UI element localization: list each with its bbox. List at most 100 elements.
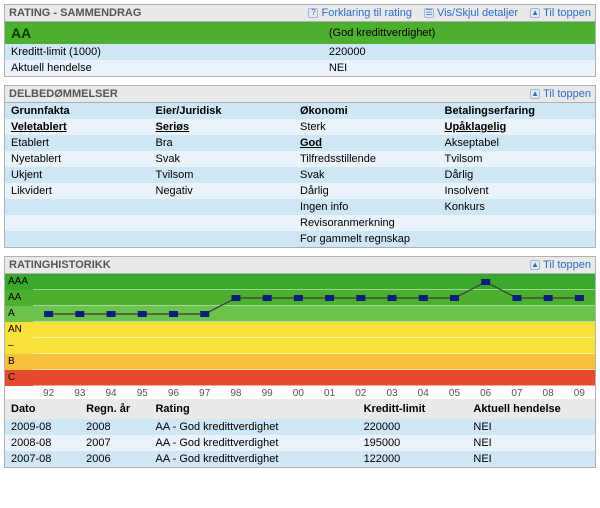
history-row: 2008-082007AA - God kredittverdighet1950… bbox=[5, 435, 595, 451]
x-tick: 93 bbox=[64, 386, 95, 399]
question-icon: ? bbox=[308, 8, 318, 18]
toggle-details-label: Vis/Skjul detaljer bbox=[437, 7, 518, 19]
x-tick: 05 bbox=[439, 386, 470, 399]
chart-marker bbox=[481, 279, 490, 285]
delbed-cell: Svak bbox=[300, 169, 445, 181]
chart-marker bbox=[75, 311, 84, 317]
ylabel-AAA: AAA bbox=[5, 274, 33, 290]
x-tick: 00 bbox=[283, 386, 314, 399]
history-cell: AA - God kredittverdighet bbox=[155, 453, 363, 465]
col-rating: Rating bbox=[155, 403, 363, 415]
delbed-cell bbox=[445, 233, 590, 245]
history-cell: 195000 bbox=[364, 437, 474, 449]
x-tick: 03 bbox=[376, 386, 407, 399]
rating-summary-rows: Kreditt-limit (1000)220000Aktuell hendel… bbox=[5, 44, 595, 76]
delbed-cell: Veletablert bbox=[11, 121, 156, 133]
delbed-column-header: Betalingserfaring bbox=[445, 105, 590, 117]
delbed-cell: Seriøs bbox=[156, 121, 301, 133]
arrow-up-icon: ▲ bbox=[530, 8, 540, 18]
delbed-cell: Likvidert bbox=[11, 185, 156, 197]
delbed-header: DELBEDØMMELSER ▲ Til toppen bbox=[5, 86, 595, 103]
summary-row: Kreditt-limit (1000)220000 bbox=[5, 44, 595, 60]
history-row: 2009-082008AA - God kredittverdighet2200… bbox=[5, 419, 595, 435]
chart-line-layer bbox=[33, 274, 595, 386]
x-tick: 07 bbox=[501, 386, 532, 399]
rating-history-header: RATINGHISTORIKK ▲ Til toppen bbox=[5, 257, 595, 274]
col-dato: Dato bbox=[11, 403, 86, 415]
delbed-cell: Ingen info bbox=[300, 201, 445, 213]
summary-label: Aktuell hendelse bbox=[11, 62, 329, 74]
delbed-cell: Akseptabel bbox=[445, 137, 590, 149]
rating-summary-panel: RATING - SAMMENDRAG ? Forklaring til rat… bbox=[4, 4, 596, 77]
delbed-cell: Tvilsom bbox=[156, 169, 301, 181]
explain-rating-label: Forklaring til rating bbox=[321, 7, 411, 19]
delbed-cell: Svak bbox=[156, 153, 301, 165]
chart-marker bbox=[325, 295, 334, 301]
delbed-cell: Tvilsom bbox=[445, 153, 590, 165]
delbed-cell bbox=[11, 233, 156, 245]
x-tick: 96 bbox=[158, 386, 189, 399]
ylabel-dash: – bbox=[5, 338, 33, 354]
history-cell: 2008 bbox=[86, 421, 155, 433]
rating-history-links: ▲ Til toppen bbox=[530, 259, 591, 271]
to-top-link[interactable]: ▲ Til toppen bbox=[530, 259, 591, 271]
to-top-link[interactable]: ▲ Til toppen bbox=[530, 7, 591, 19]
chart-body: AAA AA A AN – B C bbox=[5, 274, 595, 386]
history-table-body: 2009-082008AA - God kredittverdighet2200… bbox=[5, 419, 595, 467]
delbed-column-header: Eier/Juridisk bbox=[156, 105, 301, 117]
chart-marker bbox=[388, 295, 397, 301]
delbed-links: ▲ Til toppen bbox=[530, 88, 591, 100]
delbed-title: DELBEDØMMELSER bbox=[9, 88, 118, 100]
delbed-cell: Upåklagelig bbox=[445, 121, 590, 133]
x-tick: 02 bbox=[345, 386, 376, 399]
summary-label: Kreditt-limit (1000) bbox=[11, 46, 329, 58]
chart-marker bbox=[169, 311, 178, 317]
chart-x-axis: 929394959697989900010203040506070809 bbox=[5, 386, 595, 399]
rating-history-chart: AAA AA A AN – B C 9293949596979899000102… bbox=[5, 274, 595, 399]
ylabel-AN: AN bbox=[5, 322, 33, 338]
history-cell: AA - God kredittverdighet bbox=[155, 421, 363, 433]
to-top-label: Til toppen bbox=[543, 259, 591, 271]
delbed-row: Revisoranmerkning bbox=[5, 215, 595, 231]
history-cell: 2008-08 bbox=[11, 437, 86, 449]
chart-plot bbox=[33, 274, 595, 386]
delbed-row: NyetablertSvakTilfredsstillendeTvilsom bbox=[5, 151, 595, 167]
chart-marker bbox=[107, 311, 116, 317]
history-cell: NEI bbox=[473, 437, 589, 449]
delbed-cell: Nyetablert bbox=[11, 153, 156, 165]
x-tick: 06 bbox=[470, 386, 501, 399]
chart-marker bbox=[294, 295, 303, 301]
chart-marker bbox=[263, 295, 272, 301]
delbed-cell: Bra bbox=[156, 137, 301, 149]
chart-marker bbox=[544, 295, 553, 301]
summary-value: 220000 bbox=[329, 46, 589, 58]
delbed-panel: DELBEDØMMELSER ▲ Til toppen GrunnfaktaEi… bbox=[4, 85, 596, 248]
delbed-cell: Insolvent bbox=[445, 185, 590, 197]
x-tick: 08 bbox=[533, 386, 564, 399]
delbed-cell: Dårlig bbox=[300, 185, 445, 197]
rating-summary-links: ? Forklaring til rating ☰ Vis/Skjul deta… bbox=[308, 7, 591, 19]
delbed-cell bbox=[11, 217, 156, 229]
delbed-row: UkjentTvilsomSvakDårlig bbox=[5, 167, 595, 183]
chart-marker bbox=[450, 295, 459, 301]
delbed-cell: For gammelt regnskap bbox=[300, 233, 445, 245]
delbed-cell: Ukjent bbox=[11, 169, 156, 181]
history-cell: AA - God kredittverdighet bbox=[155, 437, 363, 449]
chart-marker bbox=[200, 311, 209, 317]
history-cell: 2006 bbox=[86, 453, 155, 465]
delbed-column-header: Økonomi bbox=[300, 105, 445, 117]
to-top-link[interactable]: ▲ Til toppen bbox=[530, 88, 591, 100]
chart-marker bbox=[44, 311, 53, 317]
toggle-details-link[interactable]: ☰ Vis/Skjul detaljer bbox=[424, 7, 518, 19]
history-cell: NEI bbox=[473, 453, 589, 465]
delbed-cell bbox=[445, 217, 590, 229]
arrow-up-icon: ▲ bbox=[530, 260, 540, 270]
delbed-row: VeletablertSeriøsSterkUpåklagelig bbox=[5, 119, 595, 135]
history-table-header: Dato Regn. år Rating Kreditt-limit Aktue… bbox=[5, 399, 595, 419]
ylabel-B: B bbox=[5, 354, 33, 370]
explain-rating-link[interactable]: ? Forklaring til rating bbox=[308, 7, 411, 19]
ylabel-C: C bbox=[5, 370, 33, 386]
rating-summary-header: RATING - SAMMENDRAG ? Forklaring til rat… bbox=[5, 5, 595, 22]
delbed-column-header: Grunnfakta bbox=[11, 105, 156, 117]
col-regn: Regn. år bbox=[86, 403, 155, 415]
